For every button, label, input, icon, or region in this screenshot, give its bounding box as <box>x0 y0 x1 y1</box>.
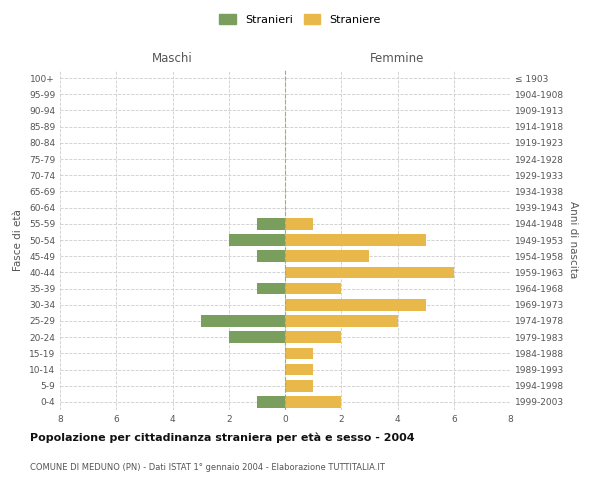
Text: Femmine: Femmine <box>370 52 425 65</box>
Bar <box>285 299 425 310</box>
Bar <box>229 332 285 343</box>
Y-axis label: Fasce di età: Fasce di età <box>13 209 23 271</box>
Legend: Stranieri, Straniere: Stranieri, Straniere <box>216 10 384 28</box>
Bar <box>285 380 313 392</box>
Bar <box>257 282 285 294</box>
Y-axis label: Anni di nascita: Anni di nascita <box>568 202 578 278</box>
Bar <box>285 396 341 407</box>
Bar <box>285 332 341 343</box>
Text: Popolazione per cittadinanza straniera per età e sesso - 2004: Popolazione per cittadinanza straniera p… <box>30 432 415 443</box>
Bar <box>285 315 398 327</box>
Text: COMUNE DI MEDUNO (PN) - Dati ISTAT 1° gennaio 2004 - Elaborazione TUTTITALIA.IT: COMUNE DI MEDUNO (PN) - Dati ISTAT 1° ge… <box>30 462 385 471</box>
Bar <box>257 396 285 407</box>
Bar <box>285 364 313 376</box>
Bar <box>285 282 341 294</box>
Bar <box>257 218 285 230</box>
Text: Maschi: Maschi <box>152 52 193 65</box>
Bar <box>285 250 370 262</box>
Bar <box>285 266 454 278</box>
Bar <box>285 218 313 230</box>
Bar <box>200 315 285 327</box>
Bar <box>257 250 285 262</box>
Bar <box>285 348 313 359</box>
Bar <box>285 234 425 246</box>
Bar <box>229 234 285 246</box>
